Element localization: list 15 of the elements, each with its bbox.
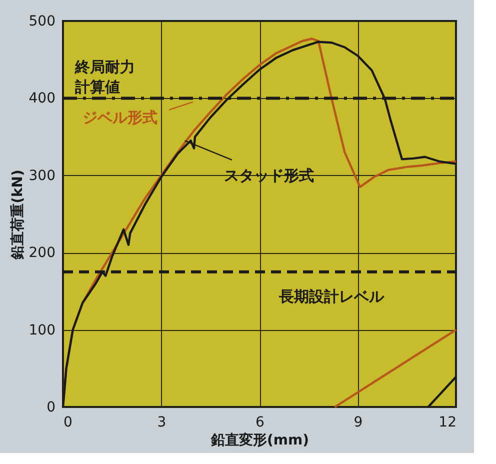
- y-tick-label: 200: [28, 245, 56, 262]
- y-tick-label: 100: [28, 322, 56, 338]
- ref-line-label: 終局耐力計算値: [74, 58, 135, 96]
- y-tick-label: 400: [28, 90, 56, 107]
- y-tick-label: 500: [28, 14, 56, 30]
- y-tick-label: 0: [46, 400, 56, 416]
- x-axis-title: 鉛直変形(mm): [210, 432, 309, 448]
- y-tick-label: 300: [28, 168, 56, 184]
- y-axis-title: 鉛直荷重(kN): [10, 170, 26, 260]
- x-tick-label: 12: [438, 414, 456, 430]
- x-tick-label: 9: [354, 414, 363, 430]
- x-tick-label: 3: [157, 414, 166, 430]
- x-tick-label: 6: [256, 414, 265, 430]
- text: ジベル形式: [82, 108, 158, 126]
- x-tick-label: 0: [64, 414, 72, 430]
